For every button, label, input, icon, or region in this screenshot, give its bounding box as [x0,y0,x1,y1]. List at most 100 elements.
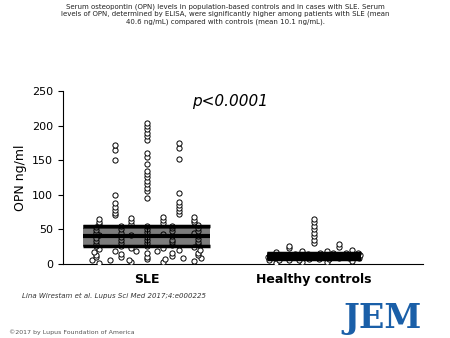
Point [191,258,198,264]
Point [143,161,150,166]
Point [194,236,201,242]
Point [169,233,176,239]
Point [273,249,280,255]
Point [336,244,343,250]
Point [191,217,198,222]
Point [143,226,150,232]
Point [125,257,132,262]
Point [175,156,182,162]
Point [111,200,118,206]
Point [92,244,99,249]
Point [111,213,118,218]
Point [169,223,176,228]
Point [92,255,99,260]
Point [169,250,176,256]
Point [315,256,323,262]
Point [273,260,280,266]
Point [143,137,150,142]
Point [348,258,356,264]
Point [296,257,303,262]
Point [143,130,150,135]
Y-axis label: OPN ng/ml: OPN ng/ml [14,144,27,211]
Point [117,224,125,229]
Point [143,168,150,173]
Point [298,254,305,260]
Point [143,154,150,160]
Point [143,126,150,132]
Point [143,175,150,180]
Point [159,215,166,220]
Point [117,251,125,257]
Point [180,256,187,261]
Point [310,220,318,225]
Point [169,254,176,259]
Point [143,151,150,156]
Point [329,250,337,256]
Point [169,226,176,231]
Point [292,251,299,257]
Point [175,191,182,196]
Point [143,229,150,235]
Point [154,248,161,253]
Point [117,244,125,249]
Point [117,226,125,232]
Point [117,238,125,243]
Point [143,237,150,242]
Point [266,258,273,263]
Point [265,255,272,260]
Point [285,257,292,262]
Point [310,226,318,232]
Point [175,247,182,252]
Point [194,250,201,255]
Point [117,230,125,235]
Point [143,223,150,228]
Point [279,252,286,257]
Point [306,254,314,260]
Point [143,185,150,191]
Point [95,260,103,266]
Point [304,251,311,257]
Point [342,250,349,255]
Point [127,246,135,251]
Point [323,254,330,259]
Point [194,233,201,239]
Point [340,254,347,259]
Point [143,240,150,246]
Point [198,256,205,261]
Point [92,230,99,235]
Point [143,234,150,239]
Point [95,219,103,224]
Point [169,242,176,248]
Point [127,215,135,221]
Point [194,253,201,258]
Point [143,123,150,128]
Point [143,134,150,139]
Point [90,249,97,255]
Point [127,218,135,224]
Text: JEM: JEM [343,301,422,335]
Point [95,233,103,238]
Point [326,256,333,262]
Point [111,210,118,215]
Point [310,240,318,246]
Point [111,192,118,197]
Point [348,247,356,252]
Point [159,217,166,223]
Point [191,244,198,250]
Point [323,259,330,264]
Text: p<0.0001: p<0.0001 [193,94,269,109]
Point [310,233,318,239]
Point [92,252,99,257]
Point [285,243,292,248]
Point [306,256,313,262]
Point [132,248,140,254]
Point [92,227,99,233]
Point [323,248,330,253]
Point [348,253,356,258]
Point [143,178,150,184]
Point [111,158,118,163]
Point [317,250,324,256]
Point [175,211,182,217]
Point [111,142,118,148]
Point [175,202,182,208]
